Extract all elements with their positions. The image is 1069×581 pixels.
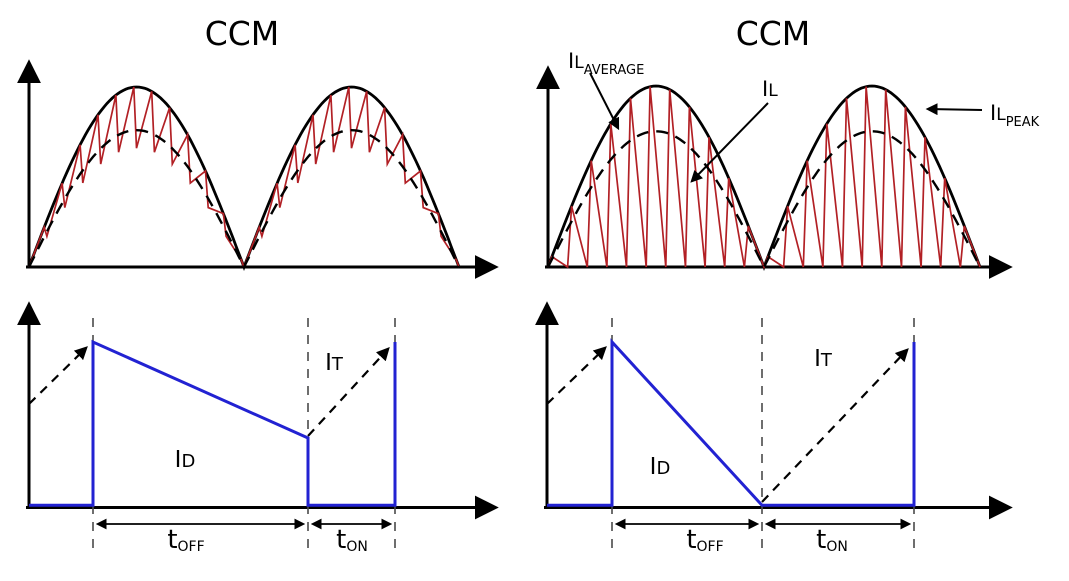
label-il: IL bbox=[762, 77, 778, 101]
il-peak-envelope-curve bbox=[546, 84, 982, 271]
it-dashed-ramp-1 bbox=[28, 346, 88, 405]
id-diode-current-waveform bbox=[29, 339, 397, 507]
it-dashed-ramp-2 bbox=[761, 348, 909, 503]
panel-top-left-inductor-current bbox=[17, 59, 499, 279]
panel-title-right: CCM bbox=[736, 14, 811, 53]
label-t-on: tON bbox=[336, 525, 368, 555]
label-t-off: tOFF bbox=[167, 525, 204, 555]
panel-bottom-right-switch-currents: ID IT tOFF tON bbox=[535, 301, 1013, 555]
arrow-to-il-average bbox=[589, 72, 620, 131]
panel-top-right-inductor-current: ILAVERAGE IL ILPEAK bbox=[536, 49, 1040, 279]
label-t-off: tOFF bbox=[686, 525, 723, 555]
panel-bottom-left-switch-currents: ID IT tOFF tON bbox=[17, 301, 499, 555]
label-id: ID bbox=[175, 447, 196, 473]
il-average-dashed-curve bbox=[546, 130, 982, 270]
label-it: IT bbox=[814, 346, 833, 372]
il-ripple-waveform bbox=[547, 86, 981, 270]
it-dashed-ramp-1 bbox=[546, 346, 607, 405]
label-il-average: ILAVERAGE bbox=[568, 49, 644, 78]
label-id: ID bbox=[650, 454, 671, 480]
label-t-on: tON bbox=[816, 525, 848, 555]
it-dashed-ramp-2 bbox=[307, 347, 390, 437]
il-average-dashed-curve bbox=[27, 128, 461, 270]
il-peak-envelope-curve bbox=[27, 85, 461, 271]
label-it: IT bbox=[325, 350, 344, 376]
il-ripple-waveform bbox=[28, 86, 460, 270]
label-il-peak: ILPEAK bbox=[990, 101, 1040, 130]
arrow-to-il bbox=[690, 102, 769, 183]
panel-title-left: CCM bbox=[205, 14, 280, 53]
id-diode-current-waveform bbox=[547, 338, 916, 507]
arrow-to-il-peak bbox=[925, 103, 983, 116]
